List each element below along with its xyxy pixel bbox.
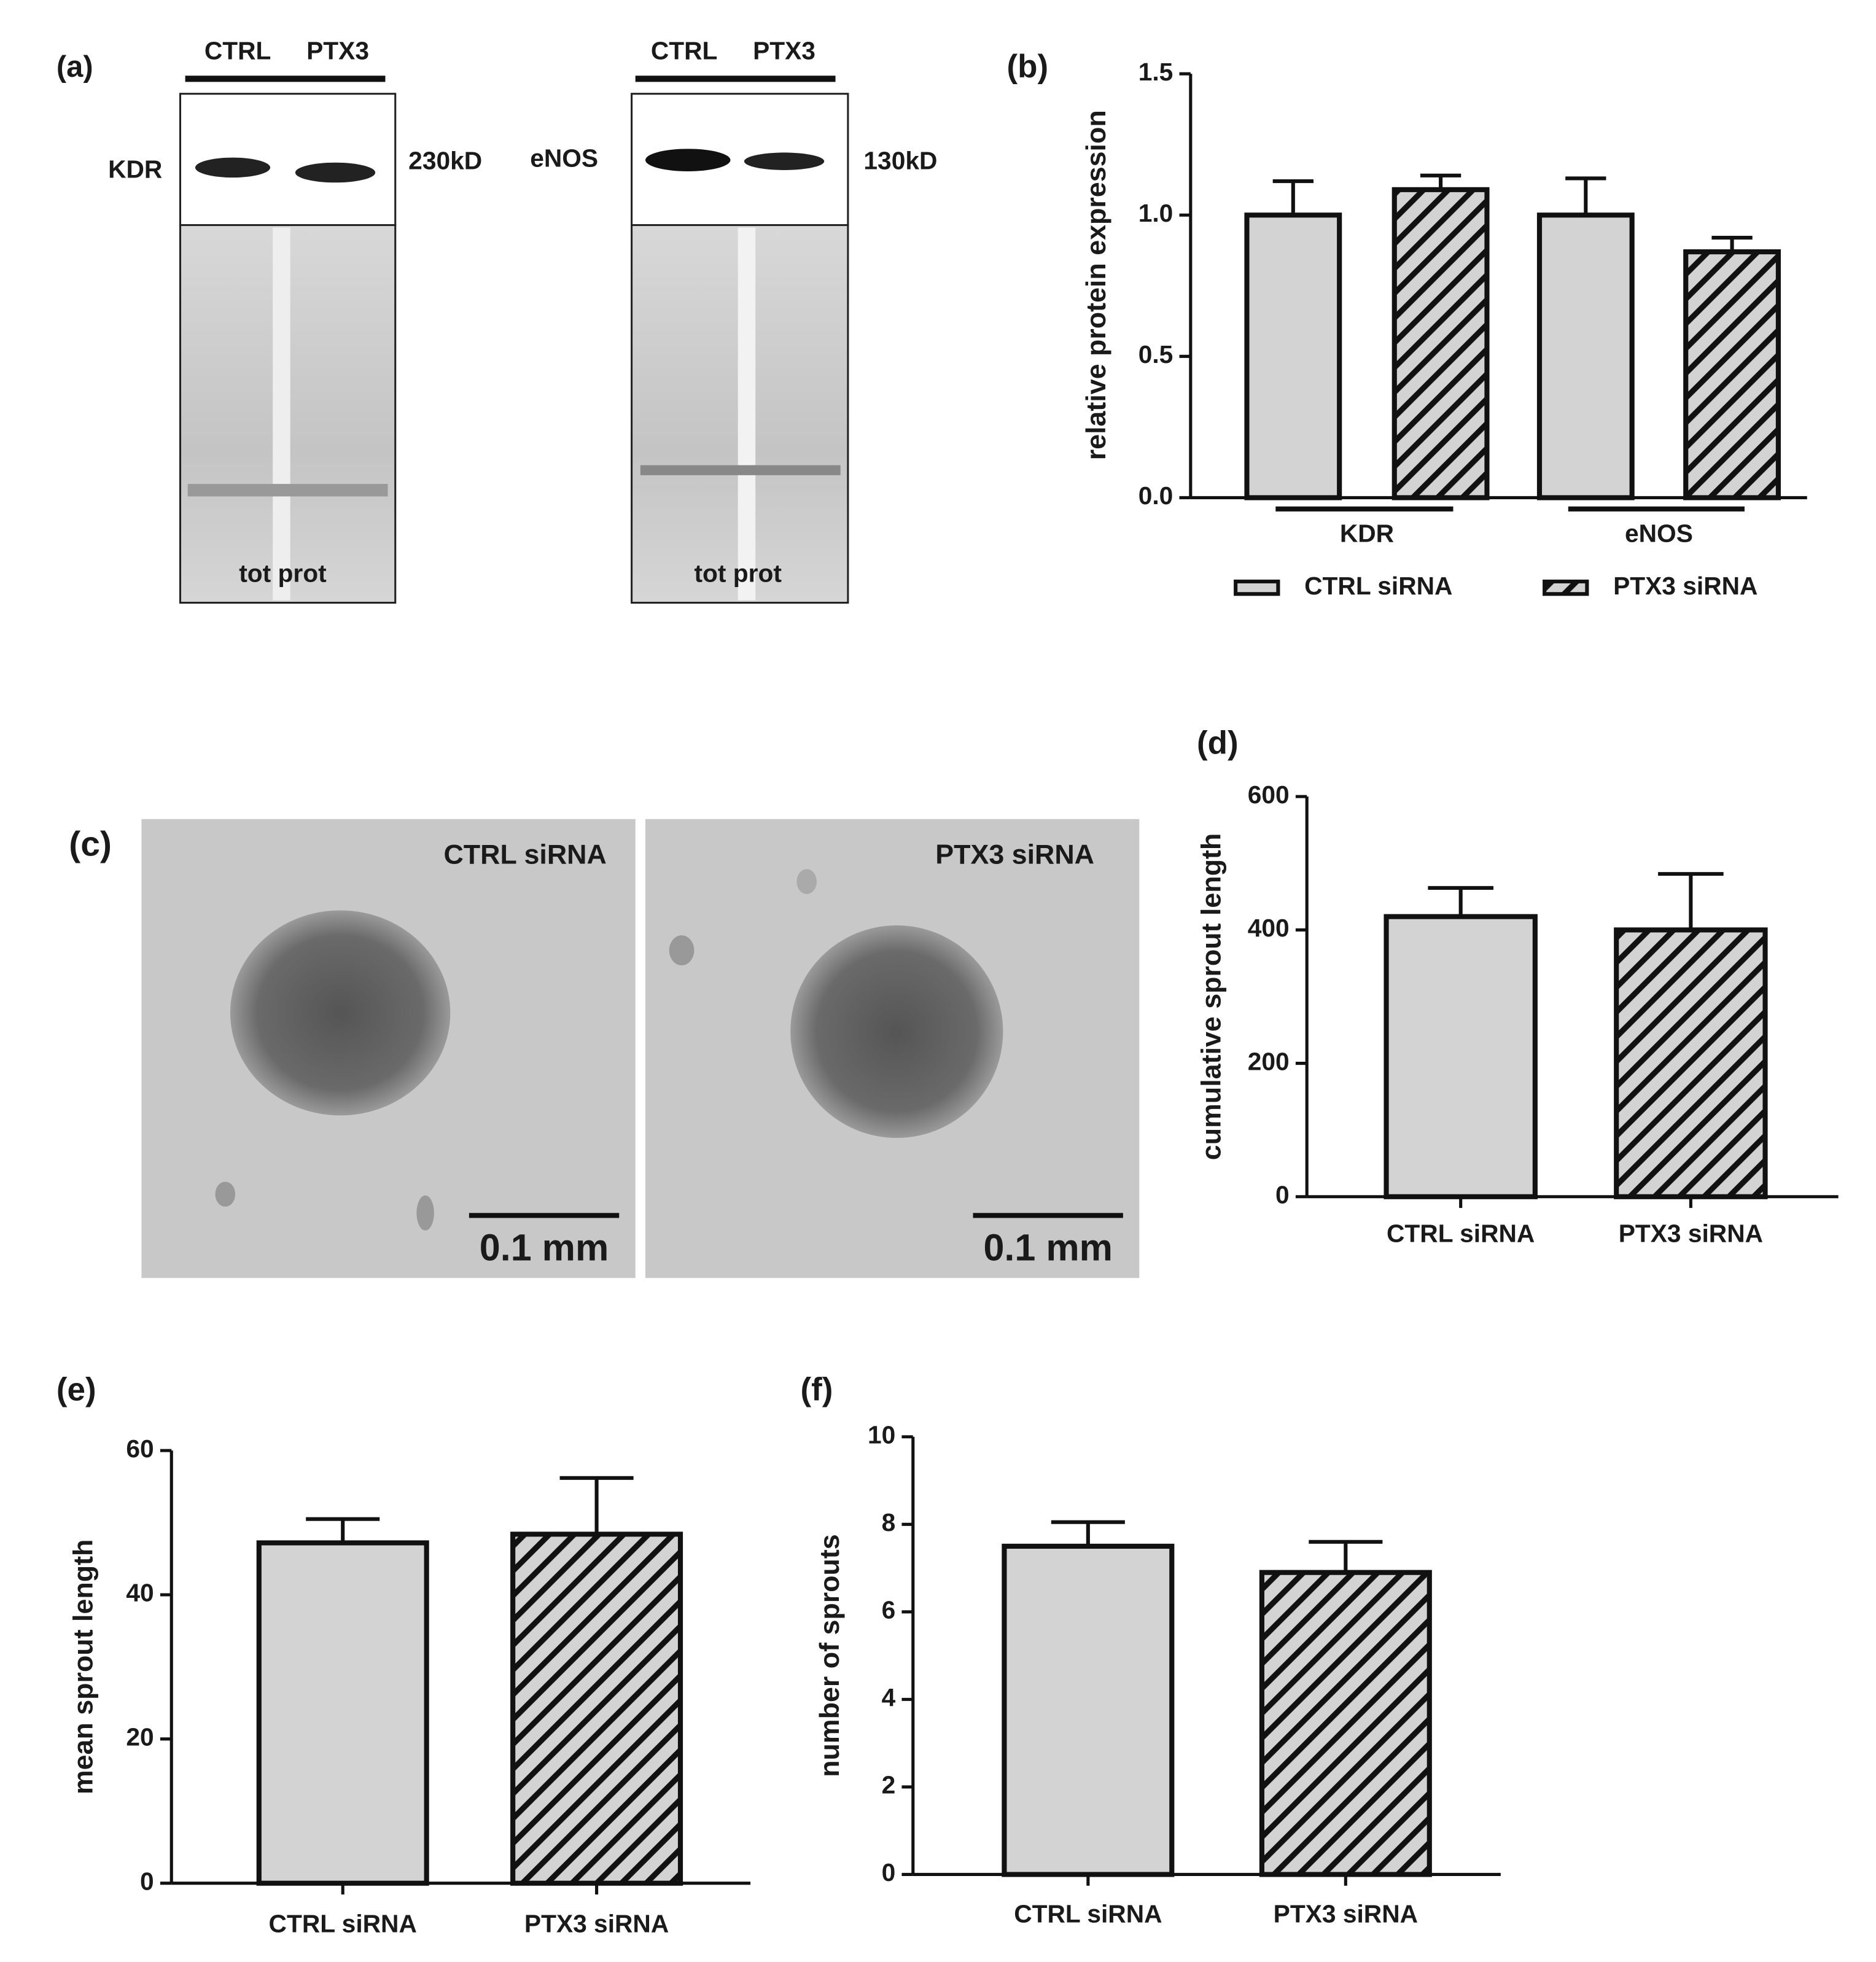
protein-label: KDR (108, 155, 162, 184)
gel-band (640, 465, 841, 475)
lane-label: PTX3 (753, 36, 815, 64)
y-tick-label: 2 (882, 1771, 896, 1799)
x-tick-label: PTX3 siRNA (1274, 1899, 1418, 1928)
x-tick-label: PTX3 siRNA (524, 1910, 669, 1938)
panel-label: (b) (1006, 49, 1048, 85)
size-label: 130kD (863, 146, 937, 174)
spheroid (230, 910, 451, 1116)
gel-band (187, 484, 388, 497)
bar (1614, 927, 1768, 1199)
panel-label: (d) (1197, 725, 1239, 761)
band (195, 157, 271, 178)
y-tick-label: 0.5 (1138, 340, 1173, 368)
bar (1683, 249, 1781, 500)
y-tick-label: 1.0 (1138, 199, 1173, 227)
panel-label: (f) (801, 1371, 833, 1407)
y-axis-label: mean sprout length (68, 1540, 99, 1795)
y-tick-label: 0.0 (1138, 481, 1173, 510)
panel-label: (c) (69, 825, 112, 864)
legend-label: PTX3 siRNA (1613, 572, 1757, 600)
bar (256, 1540, 429, 1886)
x-tick-label: CTRL siRNA (1014, 1899, 1162, 1928)
lane-label: PTX3 (306, 36, 369, 64)
micrograph-caption: PTX3 siRNA (935, 839, 1094, 870)
y-tick-label: 400 (1248, 914, 1290, 942)
blot-right: CTRL PTX3 eNOS 130kD tot prot (530, 36, 937, 604)
blot-left: CTRL PTX3 KDR 230kD tot prot (108, 36, 482, 604)
y-tick-label: 6 (882, 1596, 896, 1624)
lane-label: CTRL (204, 36, 271, 64)
protein-label: eNOS (530, 144, 598, 172)
micrograph: PTX3 siRNA 0.1 mm (645, 819, 1140, 1279)
y-axis-label: cumulative sprout length (1196, 833, 1226, 1160)
y-tick-label: 0 (140, 1867, 154, 1895)
y-tick-label: 8 (882, 1508, 896, 1536)
y-tick-label: 600 (1248, 781, 1290, 809)
scale-label: 0.1 mm (983, 1226, 1113, 1268)
legend-label: CTRL siRNA (1304, 572, 1452, 600)
stain-label: tot prot (239, 559, 327, 587)
y-tick-label: 20 (126, 1723, 154, 1751)
micrograph: CTRL siRNA 0.1 mm (141, 819, 636, 1279)
y-axis-label: number of sprouts (814, 1534, 845, 1777)
panel-label: (e) (56, 1371, 96, 1407)
cell (796, 869, 817, 894)
bar (1391, 187, 1490, 500)
legend-swatch (1543, 579, 1589, 596)
y-tick-label: 60 (126, 1435, 154, 1463)
spheroid (790, 925, 1003, 1139)
bar (1259, 1570, 1432, 1877)
scale-label: 0.1 mm (480, 1226, 609, 1268)
micrograph-caption: CTRL siRNA (443, 839, 606, 870)
gel-lane-gap (738, 227, 756, 601)
stain-label: tot prot (694, 559, 782, 587)
y-axis-label: relative protein expression (1081, 110, 1111, 460)
x-tick-label: CTRL siRNA (1387, 1220, 1535, 1248)
bar (1536, 212, 1635, 500)
x-tick-label: eNOS (1625, 519, 1693, 547)
size-label: 230kD (408, 146, 482, 174)
panel-label: (a) (56, 50, 93, 84)
y-tick-label: 0 (1275, 1181, 1290, 1209)
cell (669, 935, 695, 966)
x-tick-label: KDR (1340, 519, 1394, 547)
bar (1244, 212, 1342, 500)
cell (215, 1181, 236, 1207)
bar (1002, 1543, 1175, 1877)
legend-swatch (1234, 579, 1280, 596)
x-tick-label: PTX3 siRNA (1619, 1220, 1763, 1248)
cell (416, 1195, 434, 1231)
lane-label: CTRL (651, 36, 718, 64)
y-tick-label: 0 (882, 1858, 896, 1886)
gel-lane-gap (273, 227, 290, 601)
y-tick-label: 40 (126, 1579, 154, 1607)
x-tick-label: CTRL siRNA (269, 1910, 417, 1938)
y-tick-label: 10 (868, 1420, 895, 1449)
y-tick-label: 4 (882, 1683, 896, 1711)
bar (1384, 914, 1538, 1199)
band (645, 149, 731, 171)
band (744, 152, 825, 170)
band (295, 162, 376, 183)
y-tick-label: 1.5 (1138, 58, 1173, 86)
y-tick-label: 200 (1248, 1047, 1290, 1075)
bar (510, 1532, 683, 1886)
